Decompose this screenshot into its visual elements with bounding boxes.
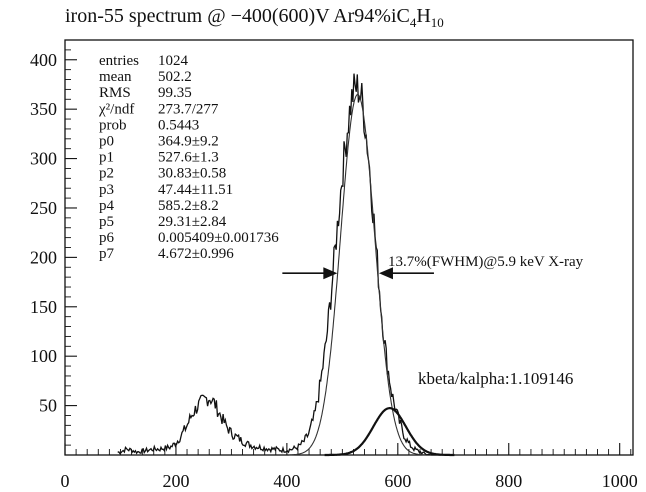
stat-value: 30.83±0.58 <box>158 166 226 182</box>
x-tick-label: 200 <box>162 471 189 491</box>
stat-name: RMS <box>99 85 131 101</box>
y-tick-label: 150 <box>30 297 57 317</box>
stat-value: 1024 <box>158 53 189 69</box>
stat-name: p7 <box>99 246 115 262</box>
stat-value: 527.6±1.3 <box>158 150 219 166</box>
fwhm-right-arrowhead <box>378 267 393 280</box>
kalpha-fit-curve <box>289 93 426 456</box>
stat-value: 585.2±8.2 <box>158 198 219 214</box>
stat-name: mean <box>99 69 132 85</box>
stat-value: 99.35 <box>158 85 192 101</box>
stat-name: p4 <box>99 198 115 214</box>
title-main: iron-55 spectrum @ −400(600)V Ar94%iC <box>65 5 410 27</box>
stat-name: p6 <box>99 230 115 246</box>
y-axis: 50 100 150 200 250 300 350 400 <box>30 49 77 446</box>
x-tick-label: 1000 <box>602 471 638 491</box>
x-tick-label: 0 <box>61 471 70 491</box>
fwhm-label: 13.7%(FWHM)@5.9 keV X-ray <box>388 254 584 270</box>
stat-name: p0 <box>99 134 114 150</box>
kbeta-fit-curve <box>324 407 455 457</box>
stat-name: p1 <box>99 150 114 166</box>
y-tick-label: 400 <box>30 50 57 70</box>
y-tick-label: 100 <box>30 346 57 366</box>
kbeta-label: kbeta/kalpha:1.109146 <box>418 369 573 388</box>
stat-value: 0.005409±0.001736 <box>158 230 279 246</box>
stat-value: 364.9±9.2 <box>158 134 219 150</box>
histogram-line <box>117 73 442 456</box>
stat-value: 4.672±0.996 <box>158 246 234 262</box>
title-sub1: 4 <box>410 15 417 30</box>
stat-name: p3 <box>99 182 114 198</box>
stat-value: 502.2 <box>158 69 192 85</box>
stat-name: prob <box>99 117 127 133</box>
fwhm-annotation: 13.7%(FWHM)@5.9 keV X-ray <box>282 254 584 280</box>
stat-value: 47.44±11.51 <box>158 182 233 198</box>
stat-name: entries <box>99 53 139 69</box>
y-tick-label: 250 <box>30 198 57 218</box>
y-tick-label: 300 <box>30 149 57 169</box>
x-tick-label: 600 <box>384 471 411 491</box>
y-tick-label: 350 <box>30 99 57 119</box>
y-tick-label: 50 <box>39 396 57 416</box>
y-tick-label: 200 <box>30 247 57 267</box>
title-sub2: 10 <box>431 15 444 30</box>
chart-title: iron-55 spectrum @ −400(600)V Ar94%iC4H1… <box>65 5 444 30</box>
title-mid: H <box>416 5 430 27</box>
stat-name: p5 <box>99 214 114 230</box>
stat-value: 0.5443 <box>158 117 199 133</box>
plot-frame <box>64 39 634 456</box>
x-axis: 0 200 400 600 800 1000 <box>61 443 638 491</box>
fwhm-left-arrowhead <box>323 267 338 280</box>
x-tick-label: 400 <box>273 471 300 491</box>
stat-value: 29.31±2.84 <box>158 214 227 230</box>
stat-name: p2 <box>99 166 114 182</box>
stat-name: χ²/ndf <box>98 101 134 117</box>
stats-box: entries 1024 mean 502.2 RMS 99.35 χ²/ndf 273.7/… <box>98 53 279 262</box>
x-tick-label: 800 <box>495 471 522 491</box>
stat-value: 273.7/277 <box>158 101 219 117</box>
plot-content <box>117 73 455 457</box>
